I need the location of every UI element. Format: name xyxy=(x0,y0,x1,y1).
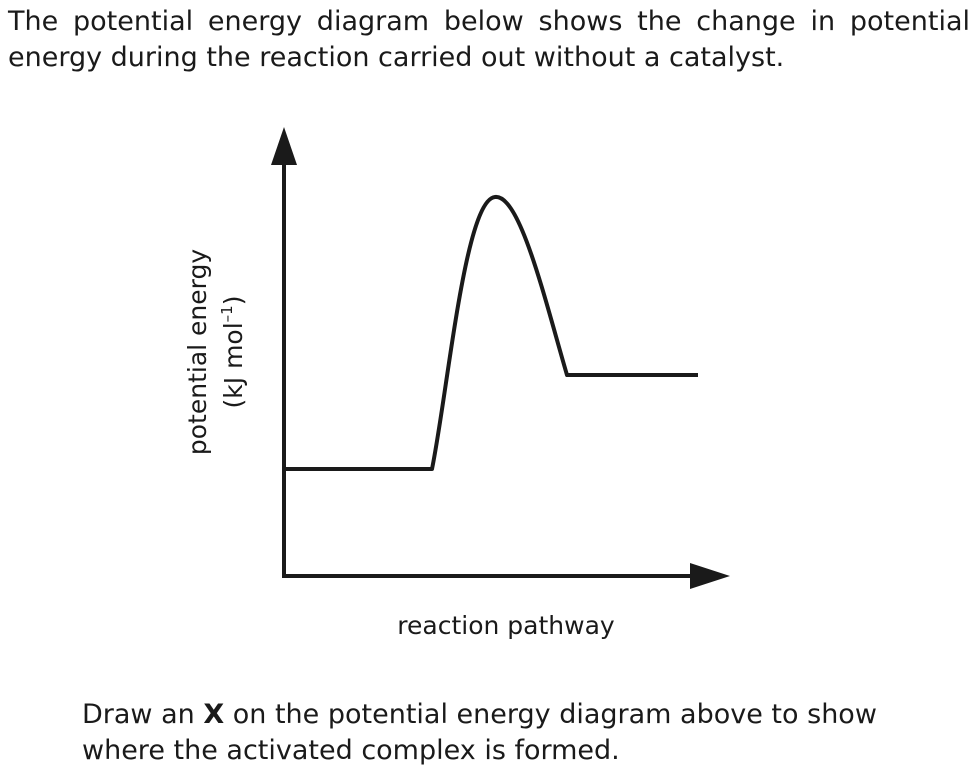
potential-energy-diagram: potential energy (kJ mol–1) reaction pat… xyxy=(183,127,730,640)
instruction-part1: Draw an xyxy=(82,699,204,730)
instruction-part2: on the potential energy diagram above to… xyxy=(82,699,877,766)
y-axis-label-line1: potential energy xyxy=(183,249,212,455)
y-axis-unit: (kJ mol–1) xyxy=(218,296,248,409)
intro-text: The potential energy diagram below shows… xyxy=(8,6,970,73)
energy-profile-curve xyxy=(284,195,698,471)
x-axis-arrowhead xyxy=(690,563,730,589)
instruction-text: Draw an X on the potential energy diagra… xyxy=(82,697,968,769)
x-axis-label: reaction pathway xyxy=(397,611,615,640)
instruction-bold-x: X xyxy=(203,699,225,730)
y-axis-arrowhead xyxy=(271,127,297,165)
y-axis-label: potential energy xyxy=(183,249,212,455)
y-axis-unit-superscript: –1 xyxy=(218,305,236,322)
y-axis-unit-post: ) xyxy=(219,296,248,306)
y-axis-unit-pre: (kJ mol xyxy=(219,322,248,408)
